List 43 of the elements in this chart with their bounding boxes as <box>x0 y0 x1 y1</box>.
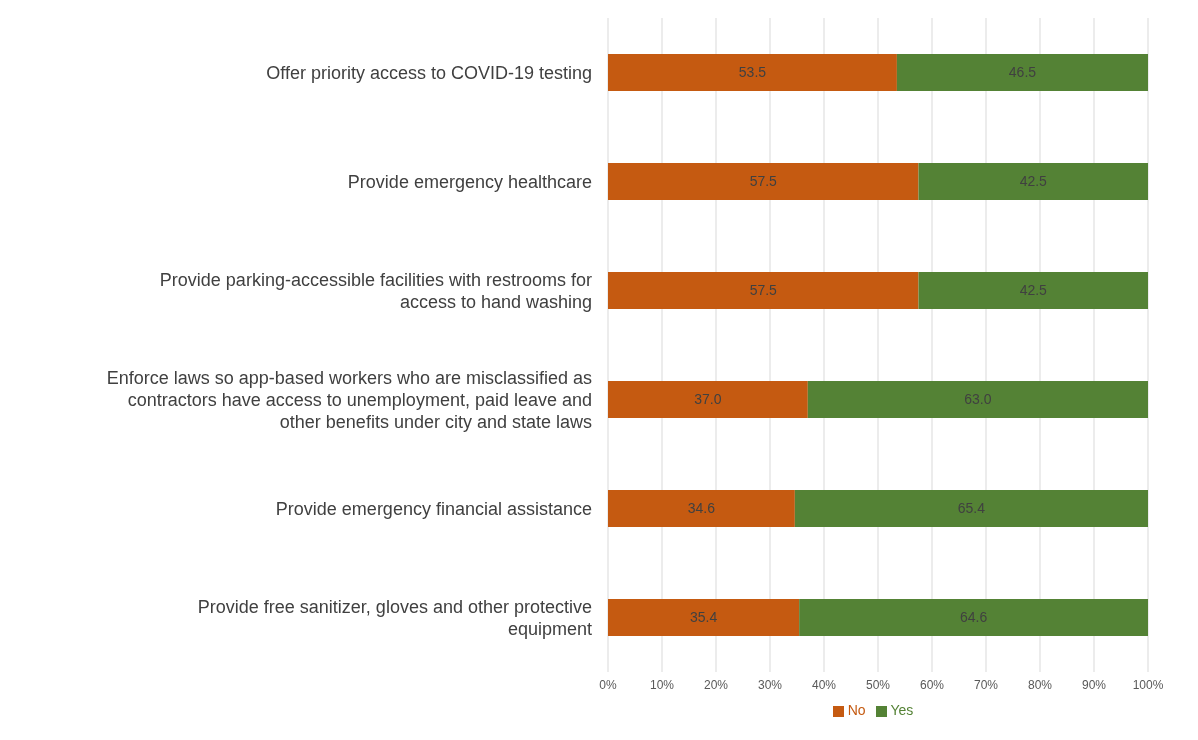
text: 65.4 <box>957 500 986 517</box>
x-tick-label: 70% <box>973 677 999 692</box>
text: 57.5 <box>749 282 777 299</box>
y-tick-label: Provide emergency financial assistance <box>275 498 592 519</box>
legend-label: Yes <box>890 702 914 718</box>
text: 63.0 <box>964 391 992 408</box>
bar <box>608 163 919 200</box>
bar <box>799 599 1148 636</box>
y-tick-label: Provide free sanitizer, gloves and other protective equipment <box>197 596 592 639</box>
x-tick-label: 60% <box>919 677 945 692</box>
text: 37.0 <box>694 391 722 408</box>
text: 64.6 <box>959 609 988 626</box>
x-tick-label: 10% <box>649 677 675 692</box>
text: 35.4 <box>689 609 718 626</box>
y-tick-label: Provide emergency healthcare <box>347 171 592 192</box>
bar <box>608 599 800 636</box>
bar <box>608 490 795 527</box>
bar <box>896 54 1148 91</box>
x-tick-label: 50% <box>865 677 891 692</box>
x-tick-label: 20% <box>703 677 729 692</box>
y-tick-label: Enforce laws so app-based workers who are misclassified as contractors have access to unemployment, paid leave and other benefits under city and state laws <box>106 367 592 432</box>
x-tick-label: 40% <box>811 677 837 692</box>
text: 42.5 <box>1019 173 1047 190</box>
bar <box>807 381 1148 418</box>
bar <box>608 54 897 91</box>
x-tick-label: 30% <box>757 677 783 692</box>
text: 34.6 <box>687 500 716 517</box>
x-tick-label: 80% <box>1027 677 1053 692</box>
legend-label: No <box>847 702 866 718</box>
y-tick-label: Offer priority access to COVID-19 testing <box>266 62 592 83</box>
x-tick-label: 0% <box>599 677 617 692</box>
bar <box>918 163 1148 200</box>
bar <box>794 490 1148 527</box>
bar <box>608 272 919 309</box>
x-tick-label: 90% <box>1081 677 1107 692</box>
text: 53.5 <box>738 64 767 81</box>
text: 57.5 <box>749 173 777 190</box>
text: 42.5 <box>1019 282 1047 299</box>
bar <box>918 272 1148 309</box>
bar <box>608 381 808 418</box>
x-tick-label: 100% <box>1132 677 1164 692</box>
y-tick-label: Provide parking-accessible facilities with restrooms for access to hand washing <box>159 269 592 312</box>
text: 46.5 <box>1008 64 1037 81</box>
